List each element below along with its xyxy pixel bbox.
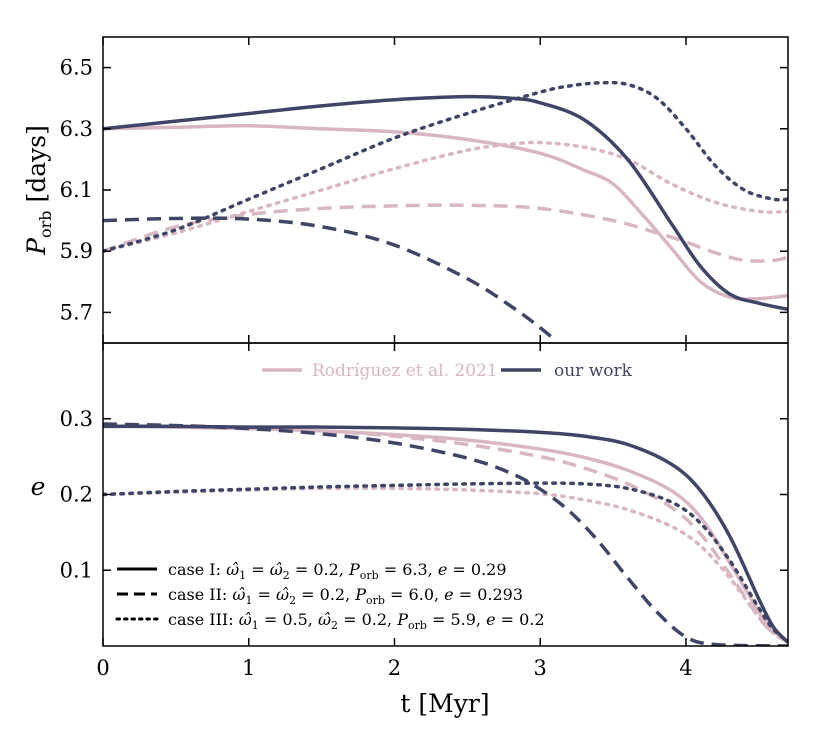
xtick-label: 0	[96, 656, 109, 680]
top-ytick-label: 6.5	[60, 56, 93, 80]
source-legend: Rodríguez et al. 2021 our work	[262, 361, 633, 381]
top-ytick-label: 6.1	[60, 178, 93, 202]
bottom-ytick-label: 0.3	[60, 407, 93, 431]
top-series-caseiii-ours	[103, 80, 788, 253]
case-legend: case I: ω̂1 = ω̂2 = 0.2, Porb = 6.3, e =…	[115, 560, 545, 632]
top-panel-series	[103, 80, 788, 342]
bottom-series-casei-ours	[103, 424, 788, 644]
case2-label: case II: ω̂1 = ω̂2 = 0.2, Porb = 6.0, e …	[168, 585, 523, 607]
top-series-casei-ours	[103, 94, 788, 312]
xtick-label: 3	[534, 656, 547, 680]
top-series-casei-rodriguez	[103, 123, 788, 301]
bottom-y-axis-title: e	[31, 472, 46, 501]
ylabel-sub: orb	[36, 210, 55, 238]
top-series-caseiii-rodriguez	[103, 140, 788, 253]
x-axis-title: t [Myr]	[400, 689, 489, 718]
xtick-label: 4	[679, 656, 692, 680]
top-ytick-label: 6.3	[60, 117, 93, 141]
bottom-series-caseii-ours	[103, 422, 788, 646]
legend-rodriguez-label: Rodríguez et al. 2021	[312, 361, 498, 381]
bottom-panel-series	[103, 422, 788, 646]
top-ytick-label: 5.9	[60, 239, 93, 263]
xtick-label: 1	[242, 656, 255, 680]
ylabel-unit: [days]	[22, 125, 51, 210]
case1-label: case I: ω̂1 = ω̂2 = 0.2, Porb = 6.3, e =…	[168, 560, 507, 582]
xtick-label: 2	[388, 656, 401, 680]
top-y-axis-title: Porb [days]	[22, 125, 55, 256]
bottom-ytick-label: 0.2	[60, 483, 93, 507]
legend-ours-label: our work	[554, 361, 633, 381]
bottom-series-caseiii-ours	[103, 481, 788, 644]
ylabel-main: P	[22, 237, 51, 256]
axis-ticks: 5.7 5.9 6.1 6.3 6.5 0.1 0.2 0.3 0 1 2 3 4	[60, 37, 788, 680]
top-ytick-label: 5.7	[60, 300, 93, 324]
bottom-ytick-label: 0.1	[60, 558, 93, 582]
case3-label: case III: ω̂1 = 0.5, ω̂2 = 0.2, Porb = 5…	[168, 610, 545, 632]
top-series-caseii-rodriguez	[103, 203, 788, 263]
top-series-caseii-ours	[103, 216, 556, 342]
